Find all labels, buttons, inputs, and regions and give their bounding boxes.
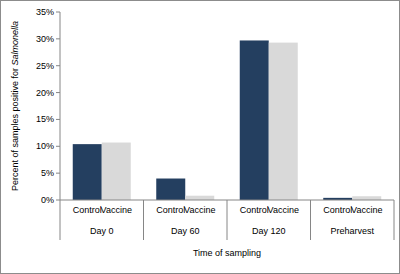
x-axis-label: Time of sampling: [193, 248, 261, 258]
frame: [1, 1, 400, 274]
y-axis-label: Percent of samples positive for Salmonel…: [10, 21, 20, 191]
tick-label: 5%: [41, 168, 54, 178]
tick-label: 25%: [36, 61, 54, 71]
category-separator: [310, 200, 311, 240]
series-label: Control: [323, 205, 352, 215]
y-axis: [60, 12, 61, 200]
category-label: Day 0: [90, 226, 114, 236]
chart-svg: 0%5%10%15%20%25%30%35%ControlVaccineDay …: [0, 0, 400, 274]
category-label: Day 60: [171, 226, 200, 236]
tick-mark: [56, 173, 60, 174]
bars: [73, 40, 382, 200]
category-label: Day 120: [252, 226, 286, 236]
tick-mark: [56, 92, 60, 93]
tick-mark: [56, 12, 60, 13]
bar: [156, 179, 185, 200]
tick-label: 0%: [41, 195, 54, 205]
series-label: Vaccine: [268, 205, 299, 215]
bar: [73, 144, 102, 200]
tick-label: 35%: [36, 7, 54, 17]
bar: [240, 40, 269, 200]
series-label: Vaccine: [184, 205, 215, 215]
tick-label: 10%: [36, 141, 54, 151]
y-axis-label-part: Salmonella: [10, 21, 20, 66]
y-axis-label-part: Percent of samples positive for: [10, 65, 20, 191]
series-label: Vaccine: [101, 205, 132, 215]
tick-label: 30%: [36, 34, 54, 44]
series-label: Control: [156, 205, 185, 215]
bar: [102, 143, 131, 200]
series-label: Vaccine: [351, 205, 382, 215]
tick-mark: [56, 65, 60, 66]
tick-label: 20%: [36, 88, 54, 98]
bar: [185, 196, 214, 200]
series-label: Control: [240, 205, 269, 215]
category-separator: [394, 200, 395, 240]
tick-mark: [56, 146, 60, 147]
tick-label: 15%: [36, 114, 54, 124]
chart-container: 0%5%10%15%20%25%30%35%ControlVaccineDay …: [0, 0, 400, 274]
bar: [269, 43, 298, 200]
category-separator: [143, 200, 144, 240]
category-label: Preharvest: [330, 226, 374, 236]
tick-mark: [56, 119, 60, 120]
tick-mark: [56, 200, 60, 201]
series-label: Control: [73, 205, 102, 215]
category-separator: [60, 200, 61, 240]
bar: [352, 196, 381, 200]
category-separator: [227, 200, 228, 240]
tick-mark: [56, 38, 60, 39]
